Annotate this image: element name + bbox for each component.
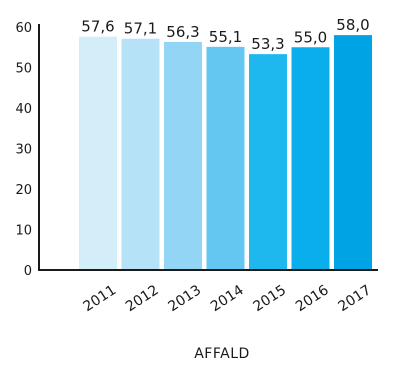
category-label-2012: 2012 bbox=[123, 282, 162, 315]
y-tick-label-20: 20 bbox=[15, 183, 32, 198]
bar-2012 bbox=[121, 38, 160, 271]
x-axis-label: AFFALD bbox=[194, 346, 250, 362]
y-tick-label-60: 60 bbox=[15, 21, 32, 36]
y-tick-label-30: 30 bbox=[15, 143, 32, 158]
category-label-2013: 2013 bbox=[166, 282, 205, 315]
bar-2015 bbox=[249, 54, 287, 271]
data-label-2011: 57,6 bbox=[81, 18, 114, 36]
category-label-2011: 2011 bbox=[81, 282, 120, 315]
data-label-2015: 53,3 bbox=[251, 35, 284, 53]
bar-2013 bbox=[164, 41, 202, 270]
bar-2011 bbox=[79, 36, 117, 270]
data-labels: 57,6 57,1 56,3 55,1 53,3 55,0 58,0 bbox=[81, 16, 369, 53]
bar-2017 bbox=[334, 35, 372, 270]
y-axis-ticks: 0 10 20 30 40 50 60 bbox=[15, 21, 32, 279]
category-label-2016: 2016 bbox=[293, 282, 332, 315]
bar-2016 bbox=[291, 47, 330, 270]
category-label-2017: 2017 bbox=[336, 282, 375, 315]
x-axis-category-labels: 2011 2012 2013 2014 2015 2016 2017 bbox=[81, 282, 375, 315]
data-label-2014: 55,1 bbox=[209, 28, 242, 46]
data-label-2016: 55,0 bbox=[294, 28, 327, 46]
y-tick-label-0: 0 bbox=[24, 264, 32, 279]
data-label-2017: 58,0 bbox=[336, 16, 369, 34]
bar-2014 bbox=[206, 46, 245, 270]
data-label-2012: 57,1 bbox=[124, 20, 157, 38]
y-tick-label-40: 40 bbox=[15, 102, 32, 117]
category-label-2015: 2015 bbox=[251, 282, 290, 315]
y-tick-label-50: 50 bbox=[15, 62, 32, 77]
bars bbox=[79, 35, 372, 271]
category-label-2014: 2014 bbox=[208, 282, 247, 315]
y-tick-label-10: 10 bbox=[15, 224, 32, 239]
data-label-2013: 56,3 bbox=[166, 23, 199, 41]
